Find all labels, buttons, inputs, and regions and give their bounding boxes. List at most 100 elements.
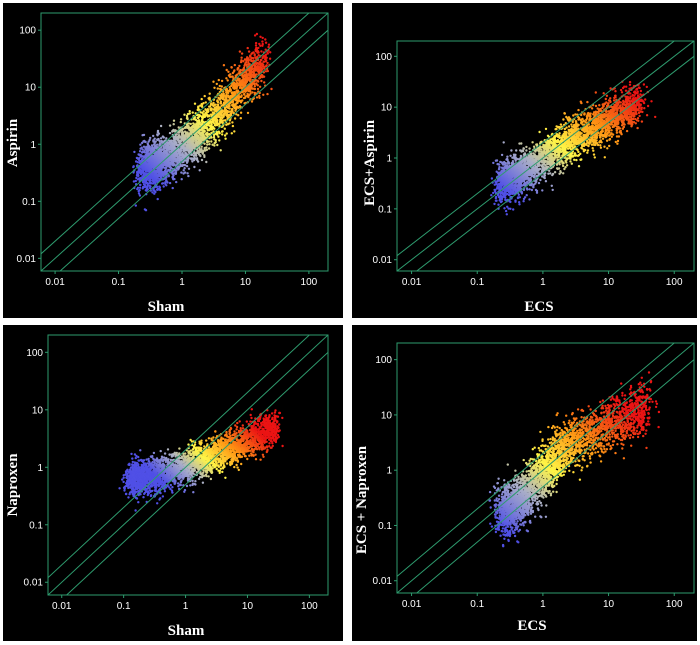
data-point (495, 182, 498, 186)
data-point (558, 132, 561, 135)
data-point (184, 152, 188, 155)
data-point (261, 62, 264, 65)
data-point (235, 73, 239, 77)
data-point (181, 130, 184, 133)
data-point (505, 164, 509, 167)
data-point (497, 163, 501, 166)
data-point (264, 41, 268, 44)
data-point (187, 122, 190, 125)
data-point (217, 135, 220, 138)
y-axis-label: Aspirin (5, 118, 21, 167)
data-point (177, 126, 180, 129)
data-point (262, 75, 266, 78)
data-point (259, 60, 262, 64)
data-point (172, 128, 175, 132)
data-point (528, 188, 531, 191)
data-point (238, 105, 242, 108)
data-point (256, 84, 259, 87)
data-point (132, 171, 135, 174)
data-point (154, 140, 157, 143)
data-point (525, 149, 528, 152)
data-point (565, 126, 568, 129)
data-point (231, 75, 234, 78)
data-point (514, 156, 517, 159)
data-point (586, 149, 590, 152)
data-point (262, 93, 265, 97)
data-point (216, 103, 220, 106)
data-point (137, 192, 141, 195)
data-point (183, 171, 187, 174)
data-point (587, 144, 590, 147)
data-point (261, 40, 264, 43)
data-point (510, 149, 513, 152)
data-point (240, 56, 243, 59)
data-point (262, 60, 266, 63)
data-point (175, 180, 178, 184)
data-point (165, 137, 168, 140)
data-point (509, 207, 512, 210)
data-point (148, 138, 151, 142)
data-point (258, 85, 262, 89)
data-point (171, 186, 174, 190)
data-point (210, 140, 213, 143)
data-point (242, 60, 245, 63)
data-point (187, 125, 190, 128)
data-point (176, 143, 180, 147)
data-point (522, 179, 526, 183)
data-point (168, 150, 171, 154)
data-point (500, 169, 503, 172)
data-point (140, 146, 143, 149)
data-point (504, 194, 507, 197)
data-point (267, 43, 271, 46)
data-point (525, 194, 528, 197)
data-point (138, 189, 141, 192)
data-point (509, 154, 512, 157)
data-point (255, 96, 259, 99)
data-point (515, 149, 518, 152)
data-point (577, 165, 581, 168)
data-point (518, 196, 521, 199)
data-point (181, 127, 185, 131)
data-point (204, 108, 207, 111)
data-point (202, 110, 205, 113)
data-point (221, 133, 224, 136)
data-point (224, 137, 227, 140)
data-point (233, 63, 236, 67)
data-point (180, 178, 183, 181)
data-point (260, 50, 263, 53)
data-point (229, 73, 232, 76)
data-point (509, 200, 512, 204)
data-point (265, 56, 268, 59)
data-point (555, 133, 559, 136)
data-point (225, 68, 228, 72)
data-point (173, 177, 176, 181)
data-point (231, 124, 235, 128)
data-point (206, 131, 209, 134)
x-tick-label: 0.1 (112, 277, 126, 288)
x-tick-label: 1 (179, 277, 185, 288)
data-point (185, 114, 189, 118)
data-point (174, 140, 177, 143)
data-point (517, 193, 520, 196)
data-point (534, 188, 538, 192)
data-point (499, 194, 502, 197)
data-point (197, 150, 200, 153)
data-point (237, 66, 240, 70)
data-point (167, 174, 170, 177)
scatter-panel-ecs-vs-ecs-aspirin: 0.01 0.1 1 10 100 0.01 0.1 1 10 100 ECS ECS+Aspirin (352, 3, 697, 318)
data-point (192, 136, 195, 139)
data-point (532, 152, 535, 155)
data-point (530, 188, 534, 192)
data-point (157, 177, 161, 181)
data-point (218, 106, 222, 109)
data-point (505, 192, 509, 196)
data-point (256, 55, 259, 59)
data-point (230, 132, 233, 135)
data-point (207, 114, 211, 117)
data-point (591, 147, 594, 150)
data-point (504, 209, 508, 213)
data-point (550, 184, 553, 187)
data-point (556, 139, 560, 142)
data-point (133, 150, 136, 154)
data-point (223, 127, 226, 130)
